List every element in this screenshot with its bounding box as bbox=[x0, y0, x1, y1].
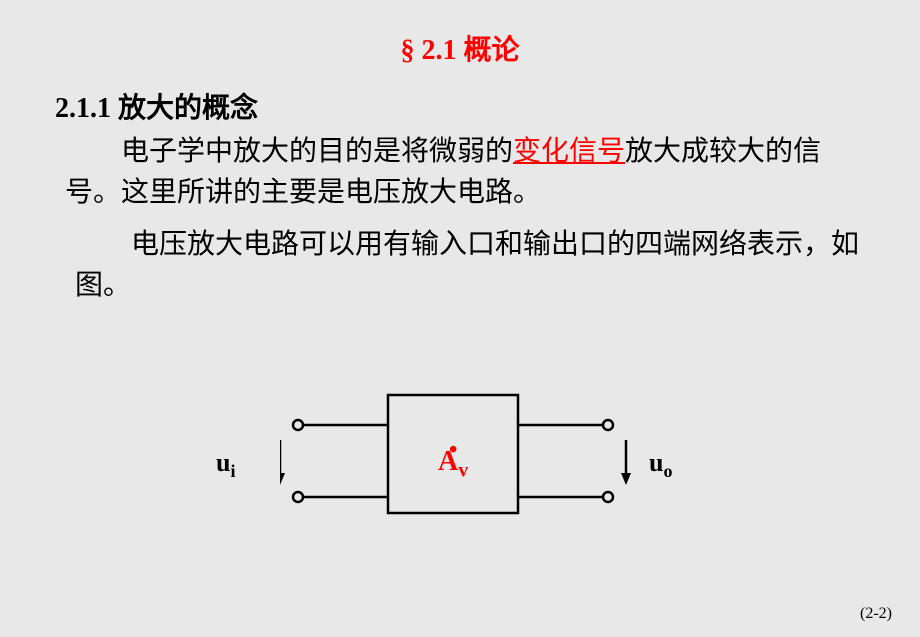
input-top-terminal bbox=[293, 420, 303, 430]
output-label: uo bbox=[649, 448, 672, 482]
diagram-svg bbox=[280, 385, 680, 555]
paragraph-1: 电子学中放大的目的是将微弱的变化信号放大成较大的信号。这里所讲的主要是电压放大电… bbox=[0, 126, 920, 213]
gain-label: Av bbox=[438, 446, 468, 483]
gain-label-a: A bbox=[438, 446, 458, 477]
output-top-terminal bbox=[603, 420, 613, 430]
subsection-title: 2.1.1 放大的概念 bbox=[0, 68, 920, 126]
output-label-u: u bbox=[649, 448, 663, 477]
input-bottom-terminal bbox=[293, 492, 303, 502]
output-bottom-terminal bbox=[603, 492, 613, 502]
output-arrow-head bbox=[621, 473, 631, 485]
gain-label-sub: v bbox=[458, 460, 468, 482]
circuit-diagram bbox=[280, 385, 680, 555]
section-title: § 2.1 概论 bbox=[0, 0, 920, 68]
para1-text1: 电子学中放大的目的是将微弱的 bbox=[121, 136, 513, 167]
input-label: ui bbox=[216, 448, 235, 482]
input-arrow-head bbox=[280, 473, 285, 485]
para1-highlight: 变化信号 bbox=[513, 136, 625, 167]
paragraph-2: 电压放大电路可以用有输入口和输出口的四端网络表示，如图。 bbox=[0, 213, 920, 306]
page-number: (2-2) bbox=[860, 605, 892, 623]
output-label-sub: o bbox=[663, 461, 672, 481]
input-label-sub: i bbox=[230, 461, 235, 481]
input-label-u: u bbox=[216, 448, 230, 477]
